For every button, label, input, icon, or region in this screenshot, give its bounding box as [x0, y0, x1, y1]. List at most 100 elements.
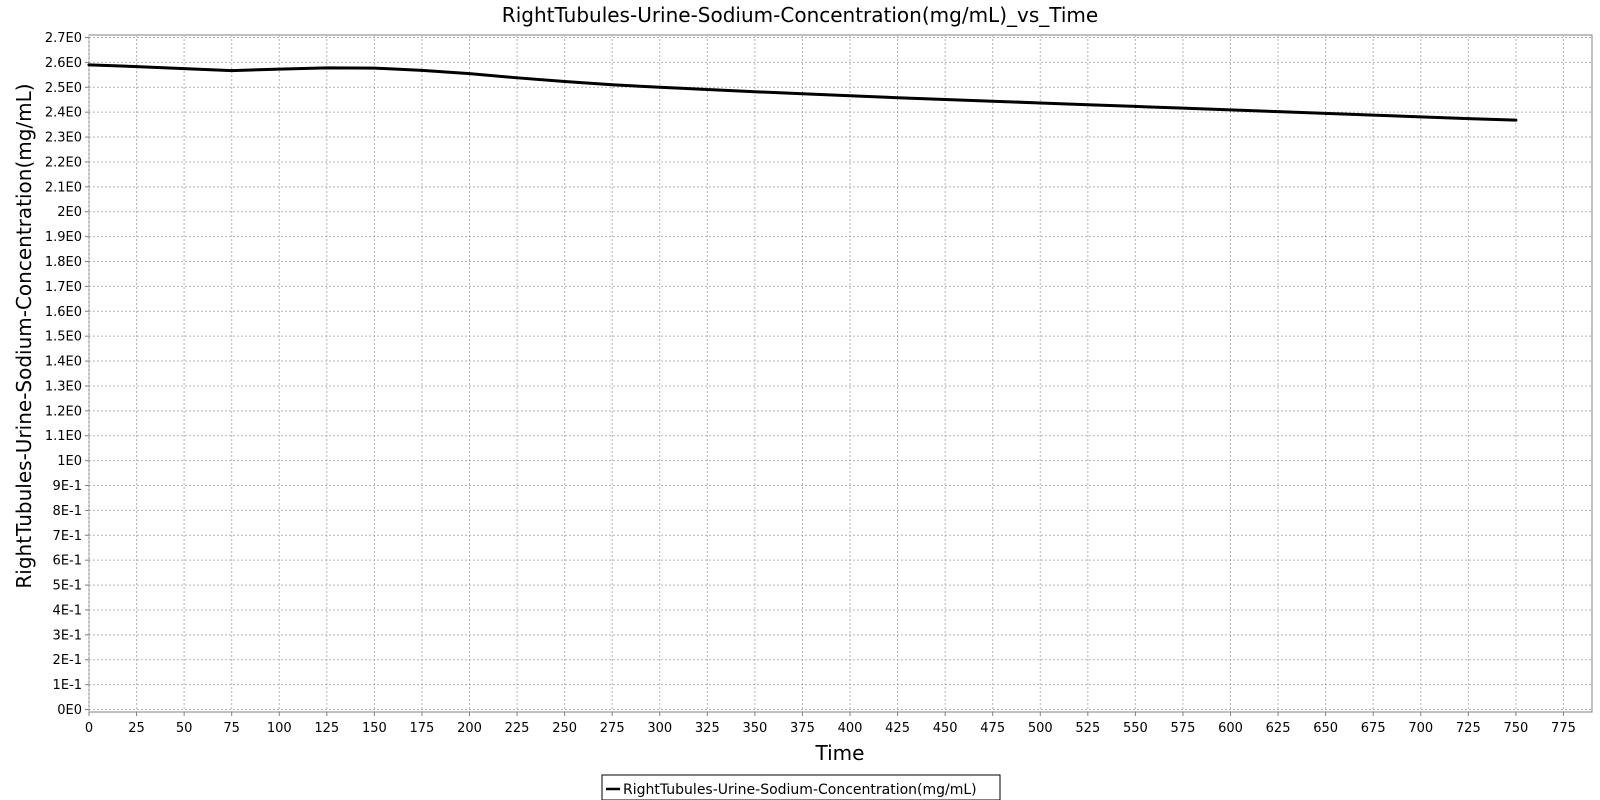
y-tick-label: 2.1E0 [45, 180, 82, 195]
y-tick-label: 1.5E0 [45, 330, 82, 345]
data-point [1514, 118, 1518, 122]
y-tick-label: 1.8E0 [45, 255, 82, 270]
y-tick-label: 1.3E0 [45, 379, 82, 394]
data-point [943, 98, 947, 101]
x-tick-label: 325 [695, 721, 720, 736]
y-tick-label: 2E0 [57, 205, 82, 220]
data-point [277, 67, 281, 71]
data-point [658, 85, 662, 89]
y-tick-label: 3E-1 [53, 628, 82, 643]
x-tick-label: 650 [1313, 721, 1338, 736]
y-axis-label: RightTubules-Urine-Sodium-Concentration(… [12, 83, 36, 588]
data-point [182, 67, 186, 70]
data-point [1134, 105, 1137, 108]
y-tick-label: 8E-1 [53, 504, 82, 519]
x-tick-label: 225 [505, 721, 530, 736]
x-tick-label: 450 [933, 721, 958, 736]
data-point [515, 76, 519, 80]
y-tick-label: 2.2E0 [45, 155, 82, 170]
x-tick-label: 575 [1171, 721, 1196, 736]
data-point [325, 66, 329, 70]
x-tick-label: 175 [410, 721, 435, 736]
data-point [135, 65, 138, 68]
y-tick-label: 1.2E0 [45, 404, 82, 419]
x-axis-label: Time [815, 741, 865, 765]
y-tick-label: 5E-1 [53, 579, 82, 594]
series-layer [87, 63, 1518, 122]
x-tick-label: 100 [267, 721, 292, 736]
x-tick-label: 775 [1551, 721, 1576, 736]
x-tick-label: 250 [552, 721, 577, 736]
data-point [991, 99, 994, 103]
data-point [563, 80, 566, 83]
x-tick-label: 350 [742, 721, 767, 736]
data-point [1467, 117, 1470, 120]
data-point [1324, 112, 1327, 115]
y-tick-label: 1.6E0 [45, 305, 82, 320]
y-tick-label: 1.1E0 [45, 429, 82, 444]
y-tick-label: 7E-1 [53, 529, 82, 544]
y-tick-label: 2.7E0 [45, 31, 82, 46]
y-tick-label: 2.6E0 [45, 56, 82, 71]
y-tick-label: 1.4E0 [45, 355, 82, 370]
x-tick-label: 400 [838, 721, 863, 736]
y-tick-label: 1.7E0 [45, 280, 82, 295]
x-tick-label: 700 [1408, 721, 1433, 736]
y-tick-label: 2.5E0 [45, 81, 82, 96]
y-tick-label: 2E-1 [53, 653, 82, 668]
y-axis-ticks: 0E0 1E-1 2E-1 3E-1 4E-1 5E-1 6E-1 7E-1 8E-1 9E-1 1… [45, 31, 89, 718]
x-tick-label: 525 [1075, 721, 1100, 736]
x-tick-label: 0 [85, 721, 93, 736]
data-point [896, 96, 899, 100]
y-tick-label: 1.9E0 [45, 230, 82, 245]
data-point [1181, 106, 1185, 110]
data-point [1229, 108, 1232, 112]
x-tick-label: 750 [1503, 721, 1528, 736]
x-axis-ticks: 0 25 50 75 100 125 150 175 200 225 250 275 300 325 350… [85, 712, 1576, 736]
y-tick-label: 1E0 [57, 454, 82, 469]
x-tick-label: 500 [1028, 721, 1053, 736]
x-tick-label: 150 [362, 721, 387, 736]
chart-title: RightTubules-Urine-Sodium-Concentration(… [502, 3, 1098, 27]
data-point [230, 69, 233, 72]
data-point [1419, 115, 1423, 119]
x-tick-label: 50 [176, 721, 193, 736]
y-tick-label: 4E-1 [53, 603, 82, 618]
legend-label: RightTubules-Urine-Sodium-Concentration(… [623, 782, 977, 798]
data-point [1276, 110, 1280, 113]
y-tick-label: 6E-1 [53, 554, 82, 569]
y-tick-label: 2.4E0 [45, 106, 82, 121]
y-tick-label: 1E-1 [53, 678, 82, 693]
grid [88, 35, 1592, 712]
data-point [468, 72, 471, 75]
x-tick-label: 425 [885, 721, 910, 736]
y-tick-label: 0E0 [57, 703, 82, 718]
legend: RightTubules-Urine-Sodium-Concentration(… [601, 774, 1001, 800]
data-point [1371, 113, 1375, 117]
x-tick-label: 125 [314, 721, 339, 736]
x-tick-label: 675 [1361, 721, 1386, 736]
x-tick-label: 375 [790, 721, 815, 736]
data-point [373, 66, 376, 70]
data-point [801, 92, 804, 96]
x-tick-label: 725 [1456, 721, 1481, 736]
y-tick-label: 9E-1 [53, 479, 82, 494]
y-tick-label: 2.3E0 [45, 131, 82, 146]
data-point [1086, 103, 1090, 106]
data-point [610, 83, 614, 87]
x-tick-label: 475 [980, 721, 1005, 736]
x-tick-label: 550 [1123, 721, 1148, 736]
data-point [87, 63, 91, 67]
x-tick-label: 275 [600, 721, 625, 736]
data-point [1038, 101, 1042, 105]
x-tick-label: 200 [457, 721, 482, 736]
plot-area [88, 34, 1593, 713]
x-tick-label: 625 [1266, 721, 1291, 736]
x-tick-label: 600 [1218, 721, 1243, 736]
data-point [706, 88, 709, 91]
x-tick-label: 300 [647, 721, 672, 736]
data-point [420, 69, 424, 72]
data-point [848, 94, 852, 98]
x-tick-label: 25 [128, 721, 145, 736]
